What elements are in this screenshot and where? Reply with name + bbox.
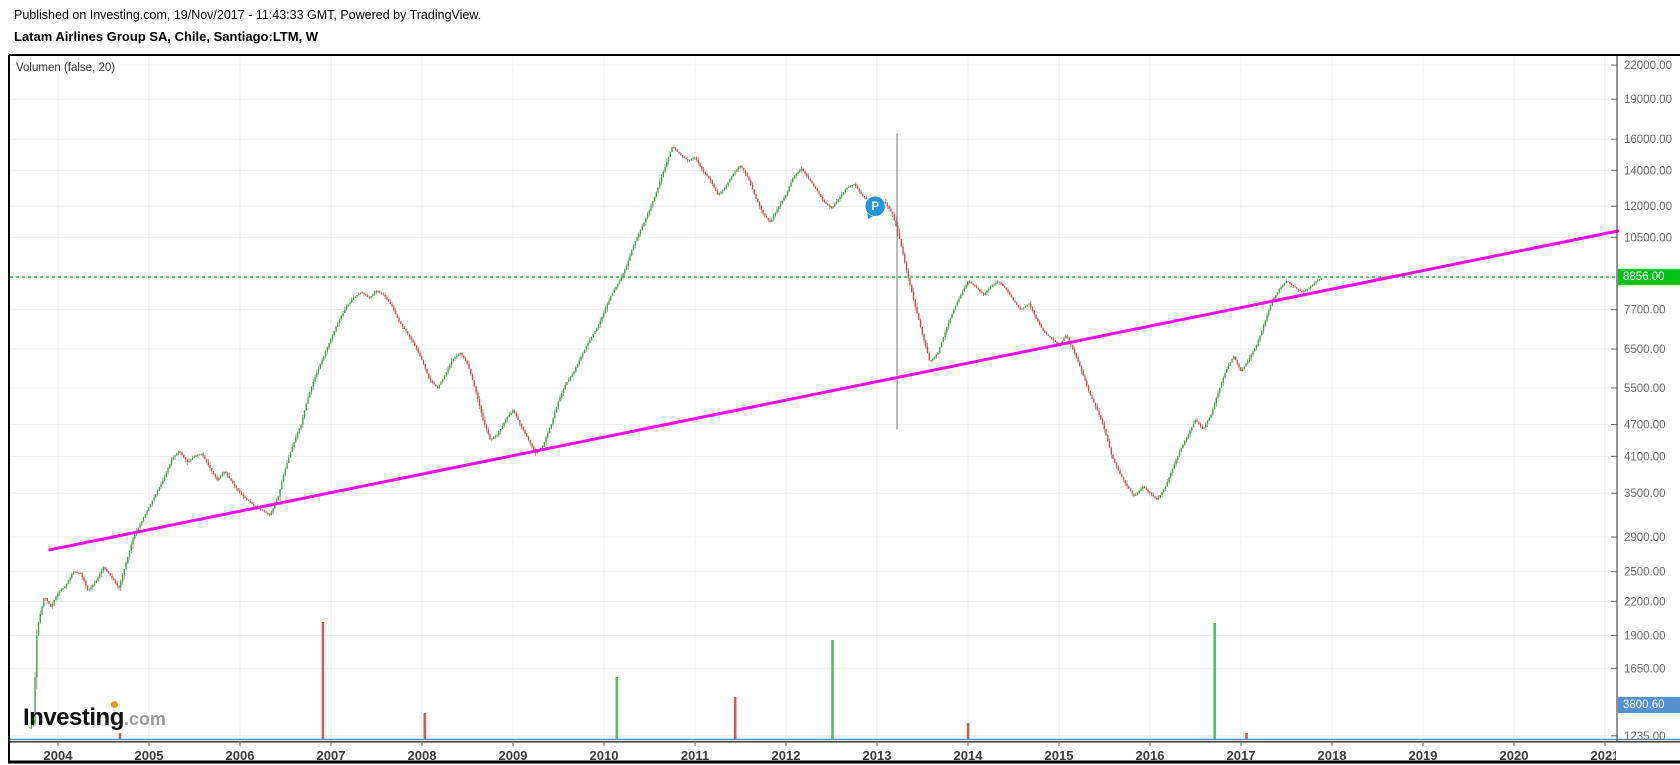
svg-text:2004: 2004 (44, 748, 74, 763)
svg-text:2900.00: 2900.00 (1624, 532, 1666, 544)
svg-text:5500.00: 5500.00 (1624, 383, 1666, 395)
svg-text:1235.00: 1235.00 (1624, 731, 1666, 743)
volume-value-label: 3800.60 (1618, 697, 1680, 713)
svg-text:4700.00: 4700.00 (1624, 420, 1666, 432)
svg-text:12000.00: 12000.00 (1624, 201, 1672, 213)
svg-text:4100.00: 4100.00 (1624, 451, 1666, 463)
logo-orange-dot-icon (111, 701, 118, 708)
svg-text:1900.00: 1900.00 (1624, 631, 1666, 643)
svg-text:2006: 2006 (226, 748, 255, 763)
svg-text:2007: 2007 (317, 748, 346, 763)
svg-text:2016: 2016 (1136, 748, 1165, 763)
svg-text:2017: 2017 (1227, 748, 1256, 763)
last-price-label: 8856.00 (1618, 269, 1680, 285)
svg-text:2013: 2013 (863, 748, 892, 763)
svg-text:7700.00: 7700.00 (1624, 305, 1666, 317)
svg-text:6500.00: 6500.00 (1624, 344, 1666, 356)
svg-text:2500.00: 2500.00 (1624, 567, 1666, 579)
svg-text:2018: 2018 (1318, 748, 1347, 763)
svg-text:1650.00: 1650.00 (1624, 663, 1666, 675)
svg-text:2020: 2020 (1500, 748, 1529, 763)
svg-text:2012: 2012 (772, 748, 801, 763)
instrument-title: Latam Airlines Group SA, Chile, Santiago… (14, 29, 319, 44)
investing-logo-text: Investing (23, 704, 124, 731)
investing-logo: Investing.com (23, 701, 166, 732)
svg-text:3500.00: 3500.00 (1624, 488, 1666, 500)
svg-text:22000.00: 22000.00 (1624, 60, 1672, 72)
svg-text:2019: 2019 (1409, 748, 1438, 763)
svg-text:2200.00: 2200.00 (1624, 596, 1666, 608)
svg-text:2021: 2021 (1591, 748, 1620, 763)
investing-logo-suffix: .com (123, 709, 166, 729)
svg-text:2008: 2008 (408, 748, 437, 763)
svg-text:16000.00: 16000.00 (1624, 134, 1672, 146)
svg-text:P: P (871, 201, 879, 213)
svg-text:2005: 2005 (135, 748, 164, 763)
svg-text:2010: 2010 (590, 748, 619, 763)
svg-text:2011: 2011 (681, 748, 709, 763)
svg-text:2009: 2009 (499, 748, 528, 763)
svg-text:14000.00: 14000.00 (1624, 165, 1672, 177)
volume-indicator-label: Volumen (false, 20) (16, 62, 116, 74)
svg-text:2015: 2015 (1045, 748, 1074, 763)
svg-text:10500.00: 10500.00 (1624, 232, 1672, 244)
published-line: Published on Investing.com, 19/Nov/2017 … (14, 8, 482, 22)
svg-text:2014: 2014 (954, 748, 984, 763)
svg-text:19000.00: 19000.00 (1624, 94, 1672, 106)
